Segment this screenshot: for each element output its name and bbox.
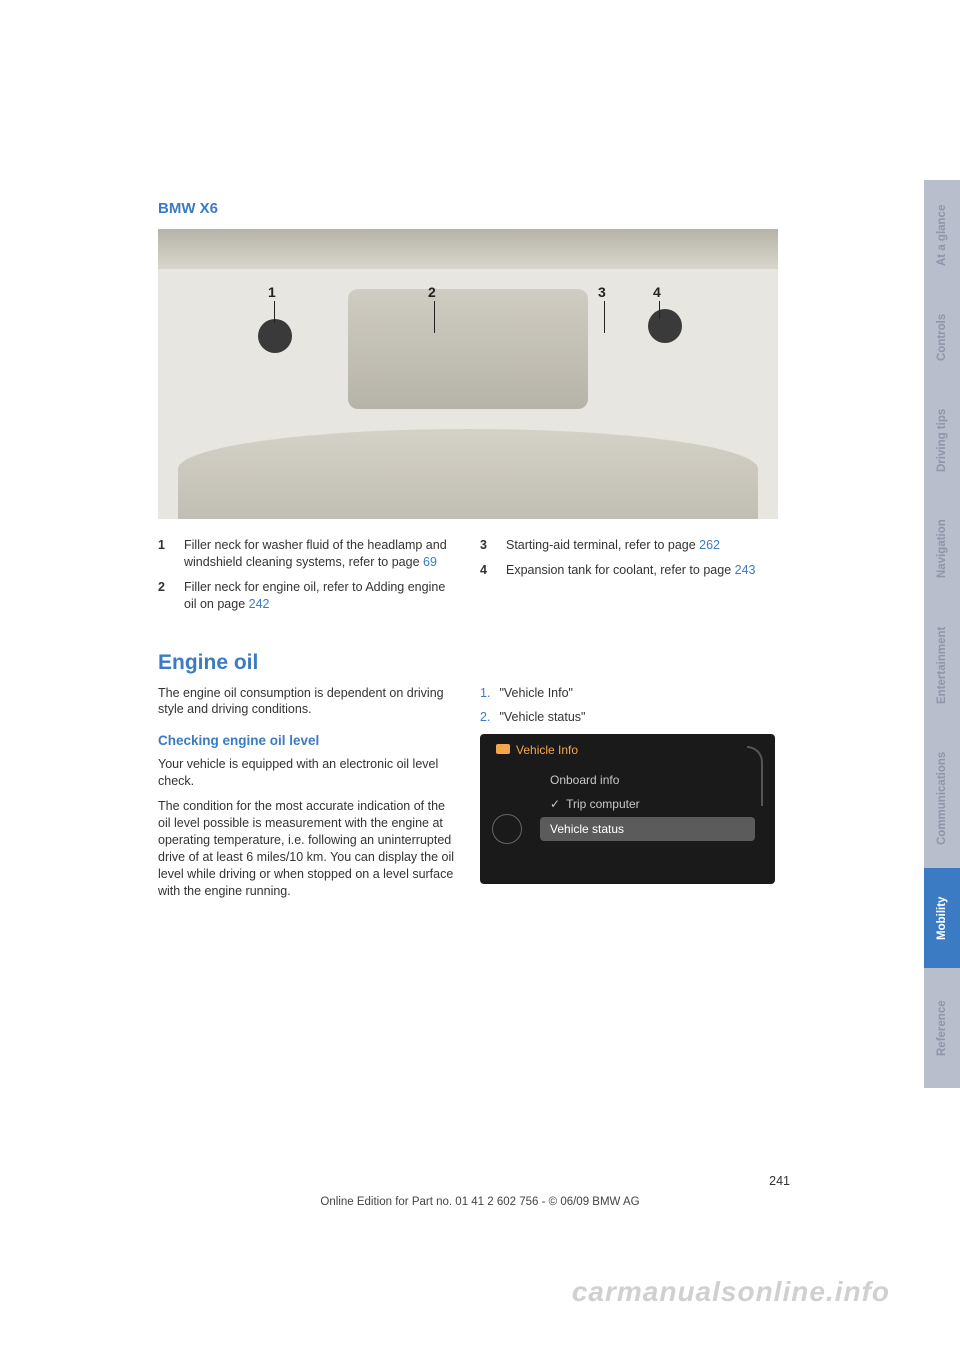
page-link[interactable]: 262 [699, 538, 720, 552]
side-tab[interactable]: Controls [924, 290, 960, 385]
engine-oil-left: The engine oil consumption is dependent … [158, 685, 456, 908]
page-number: 241 [769, 1174, 790, 1188]
legend-number: 2 [158, 579, 170, 613]
step-text: "Vehicle status" [496, 710, 585, 724]
page-link[interactable]: 69 [423, 555, 437, 569]
legend-right: 3 Starting-aid terminal, refer to page 26… [480, 537, 778, 621]
step-text: "Vehicle Info" [496, 686, 573, 700]
idrive-arrow-icon [747, 746, 763, 806]
content-area: BMW X6 1 2 3 4 1 Filler neck for washer f… [158, 200, 778, 907]
legend-number: 4 [480, 562, 492, 579]
para-2: The condition for the most accurate indi… [158, 798, 456, 899]
side-tab[interactable]: At a glance [924, 180, 960, 290]
step-number: 2. [480, 709, 496, 726]
edition-line: Online Edition for Part no. 01 41 2 602 … [0, 1196, 960, 1208]
engine-oil-columns: The engine oil consumption is dependent … [158, 685, 778, 908]
side-tab[interactable]: Communications [924, 728, 960, 868]
page-link[interactable]: 243 [735, 563, 756, 577]
legend-columns: 1 Filler neck for washer fluid of the hea… [158, 537, 778, 621]
idrive-menu: Onboard info ✓Trip computer Vehicle stat… [540, 768, 755, 841]
side-tabs: At a glanceControlsDriving tipsNavigatio… [924, 180, 960, 1088]
callout-3: 3 [598, 284, 606, 300]
side-tab[interactable]: Mobility [924, 868, 960, 968]
legend-text: Filler neck for washer fluid of the head… [184, 537, 456, 571]
step-item: 1. "Vehicle Info" [480, 685, 778, 702]
page: BMW X6 1 2 3 4 1 Filler neck for washer f… [0, 0, 960, 1358]
para-1: Your vehicle is equipped with an electro… [158, 756, 456, 790]
legend-left: 1 Filler neck for washer fluid of the hea… [158, 537, 456, 621]
intro-text: The engine oil consumption is dependent … [158, 685, 456, 719]
section-heading-engine-oil: Engine oil [158, 651, 778, 675]
side-tab[interactable]: Reference [924, 968, 960, 1088]
idrive-header: Vehicle Info [496, 742, 578, 758]
step-number: 1. [480, 685, 496, 702]
callout-4: 4 [653, 284, 661, 300]
subheading-checking-oil: Checking engine oil level [158, 732, 456, 750]
legend-text: Filler neck for engine oil, refer to Add… [184, 579, 456, 613]
idrive-knob-icon [492, 814, 522, 844]
legend-item: 1 Filler neck for washer fluid of the hea… [158, 537, 456, 571]
engine-compartment-illustration: 1 2 3 4 [158, 229, 778, 519]
idrive-item: Onboard info [540, 768, 755, 792]
page-title: BMW X6 [158, 200, 778, 217]
engine-oil-right: 1. "Vehicle Info"2. "Vehicle status" Veh… [480, 685, 778, 908]
legend-item: 2 Filler neck for engine oil, refer to Ad… [158, 579, 456, 613]
page-link[interactable]: 242 [249, 597, 270, 611]
side-tab[interactable]: Driving tips [924, 385, 960, 495]
legend-item: 3 Starting-aid terminal, refer to page 26… [480, 537, 778, 554]
callout-2: 2 [428, 284, 436, 300]
watermark: carmanualsonline.info [572, 1276, 890, 1308]
side-tab[interactable]: Navigation [924, 495, 960, 603]
idrive-item: ✓Trip computer [540, 792, 755, 816]
idrive-screenshot: Vehicle Info Onboard info ✓Trip computer… [480, 734, 775, 884]
idrive-item-selected: Vehicle status [540, 817, 755, 841]
legend-item: 4 Expansion tank for coolant, refer to pa… [480, 562, 778, 579]
legend-text: Starting-aid terminal, refer to page 262 [506, 537, 720, 554]
legend-number: 1 [158, 537, 170, 571]
legend-number: 3 [480, 537, 492, 554]
legend-text: Expansion tank for coolant, refer to pag… [506, 562, 755, 579]
callout-1: 1 [268, 284, 276, 300]
step-item: 2. "Vehicle status" [480, 709, 778, 726]
side-tab[interactable]: Entertainment [924, 603, 960, 728]
